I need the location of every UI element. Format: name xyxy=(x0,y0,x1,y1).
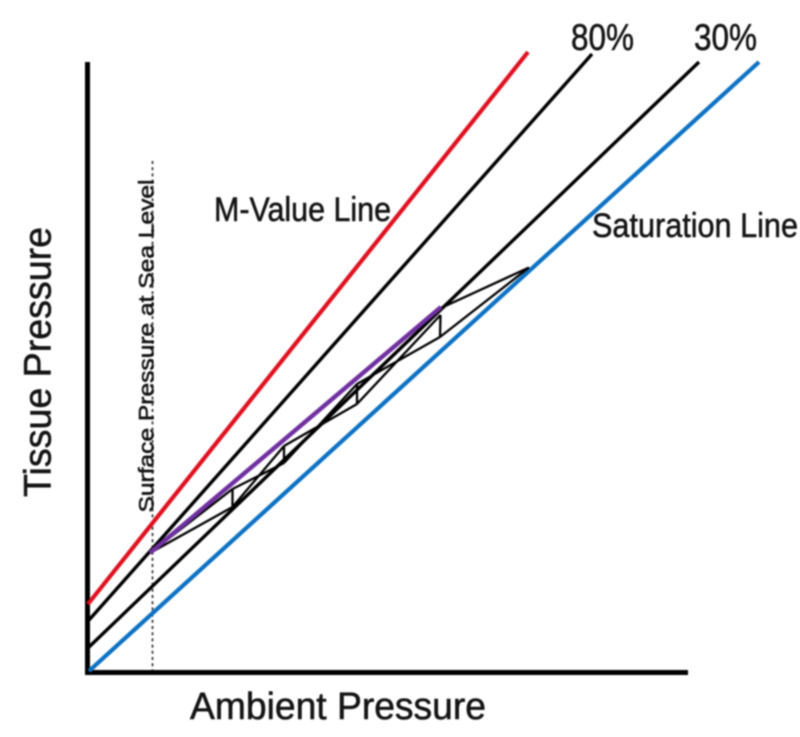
svg-text:Saturation Line: Saturation Line xyxy=(592,207,798,245)
svg-text:80%: 80% xyxy=(571,17,634,58)
svg-text:Ambient Pressure: Ambient Pressure xyxy=(190,686,486,728)
svg-text:Surface Pressure at Sea Level: Surface Pressure at Sea Level xyxy=(136,180,159,513)
svg-text:Tissue Pressure: Tissue Pressure xyxy=(18,227,60,497)
svg-text:30%: 30% xyxy=(694,17,757,58)
svg-text:M-Value Line: M-Value Line xyxy=(214,191,391,229)
